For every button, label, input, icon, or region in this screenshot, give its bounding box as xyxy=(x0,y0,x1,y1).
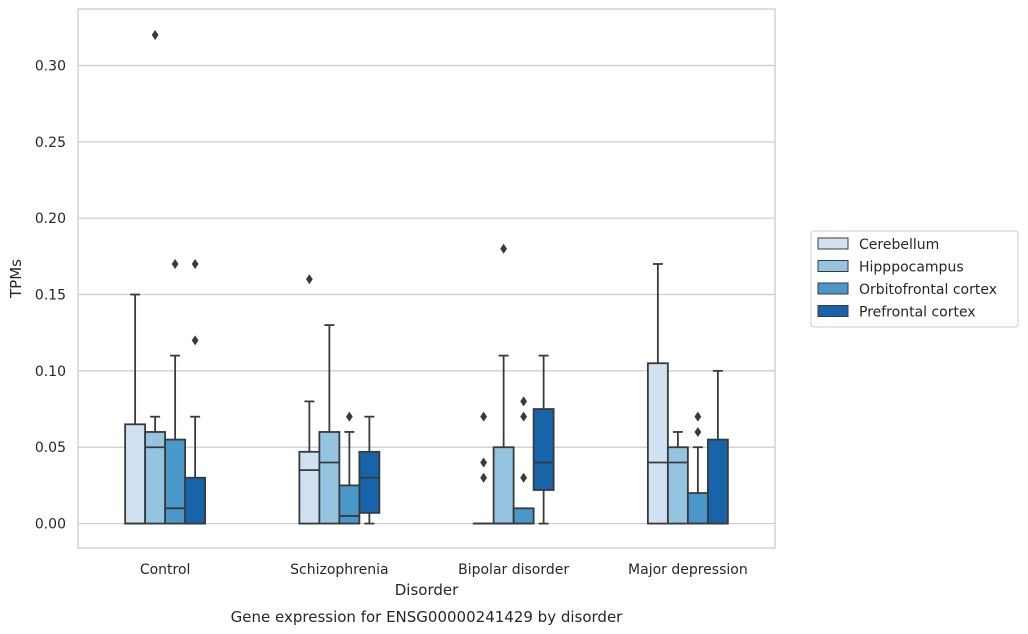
outlier-point xyxy=(694,426,702,437)
legend-item: Orbitofrontal cortex xyxy=(817,282,997,298)
box-iqr xyxy=(338,484,361,525)
box-prefrontal-cortex xyxy=(706,369,729,525)
legend-label: Orbitofrontal cortex xyxy=(859,282,997,298)
outlier-point xyxy=(345,411,353,422)
box-iqr xyxy=(144,431,167,525)
box-hipppocampus xyxy=(318,324,341,525)
box-cerebellum xyxy=(646,263,669,525)
box-iqr xyxy=(512,507,535,525)
legend-swatch xyxy=(817,237,849,250)
outlier-point xyxy=(500,243,508,254)
x-tick-labels: Control Schizophrenia Bipolar disorder Majo… xyxy=(140,562,748,578)
y-tick-label: 0.25 xyxy=(35,135,66,151)
box-cerebellum xyxy=(472,411,495,525)
outlier-point xyxy=(694,411,702,422)
box-orbitofrontal-cortex xyxy=(338,411,361,525)
grid-layer xyxy=(78,64,775,525)
y-tick-label: 0.00 xyxy=(35,517,66,533)
box-iqr xyxy=(318,431,341,525)
box-iqr xyxy=(706,438,729,525)
outlier-point xyxy=(520,472,528,483)
y-tick-label: 0.30 xyxy=(35,58,66,74)
legend-label: Cerebellum xyxy=(859,237,939,253)
outlier-point xyxy=(191,335,199,346)
outlier-point xyxy=(520,411,528,422)
y-axis-label: TPMs xyxy=(7,259,25,299)
box-prefrontal-cortex xyxy=(358,415,381,525)
box-prefrontal-cortex xyxy=(532,354,555,525)
legend-item: Cerebellum xyxy=(817,237,939,253)
box-iqr xyxy=(646,362,669,525)
box-layer xyxy=(124,29,729,525)
legend: Cerebellum Hipppocampus Orbitofrontal cort… xyxy=(810,230,1019,328)
outlier-point xyxy=(480,457,488,468)
y-tick-label: 0.05 xyxy=(35,440,66,456)
box-iqr xyxy=(532,408,555,491)
outlier-point xyxy=(191,258,199,269)
outlier-point xyxy=(171,258,179,269)
y-tick-label: 0.10 xyxy=(35,364,66,380)
x-tick-label: Control xyxy=(140,562,191,578)
y-tick-label: 0.15 xyxy=(35,288,66,304)
box-cerebellum xyxy=(124,293,147,525)
x-tick-label: Major depression xyxy=(628,562,748,578)
legend-label: Prefrontal cortex xyxy=(859,305,976,321)
box-orbitofrontal-cortex xyxy=(686,411,709,525)
chart-caption: Gene expression for ENSG00000241429 by d… xyxy=(231,608,624,626)
legend-item: Prefrontal cortex xyxy=(817,305,976,321)
plot-frame xyxy=(77,8,776,549)
outlier-point xyxy=(480,411,488,422)
x-tick-label: Bipolar disorder xyxy=(458,562,569,578)
legend-swatch xyxy=(817,260,849,272)
legend-swatch xyxy=(817,282,849,295)
box-prefrontal-cortex xyxy=(184,258,207,525)
box-iqr xyxy=(184,476,207,525)
legend-swatch xyxy=(817,305,849,317)
outlier-point xyxy=(305,274,313,285)
outlier-point xyxy=(151,29,159,40)
box-iqr xyxy=(298,450,321,525)
box-iqr xyxy=(358,450,381,514)
legend-frame xyxy=(810,230,1019,328)
box-iqr xyxy=(686,492,709,525)
box-iqr xyxy=(124,423,147,525)
box-iqr xyxy=(492,446,515,525)
y-tick-label: 0.20 xyxy=(35,211,66,227)
y-tick-labels: 0.00 0.05 0.10 0.15 0.20 0.25 0.30 xyxy=(35,58,66,532)
box-orbitofrontal-cortex xyxy=(512,396,535,525)
box-hipppocampus xyxy=(144,29,167,525)
box-hipppocampus xyxy=(492,243,515,525)
outlier-point xyxy=(520,396,528,407)
box-iqr xyxy=(666,446,689,525)
legend-item: Hipppocampus xyxy=(817,260,964,276)
outlier-point xyxy=(480,472,488,483)
box-orbitofrontal-cortex xyxy=(164,258,187,525)
box-cerebellum xyxy=(298,274,321,525)
legend-items: Cerebellum Hipppocampus Orbitofrontal cort… xyxy=(817,237,997,321)
legend-label: Hipppocampus xyxy=(859,260,964,276)
x-tick-label: Schizophrenia xyxy=(290,562,388,578)
box-iqr xyxy=(164,438,187,525)
box-hipppocampus xyxy=(666,431,689,525)
x-axis-label: Disorder xyxy=(395,581,459,599)
